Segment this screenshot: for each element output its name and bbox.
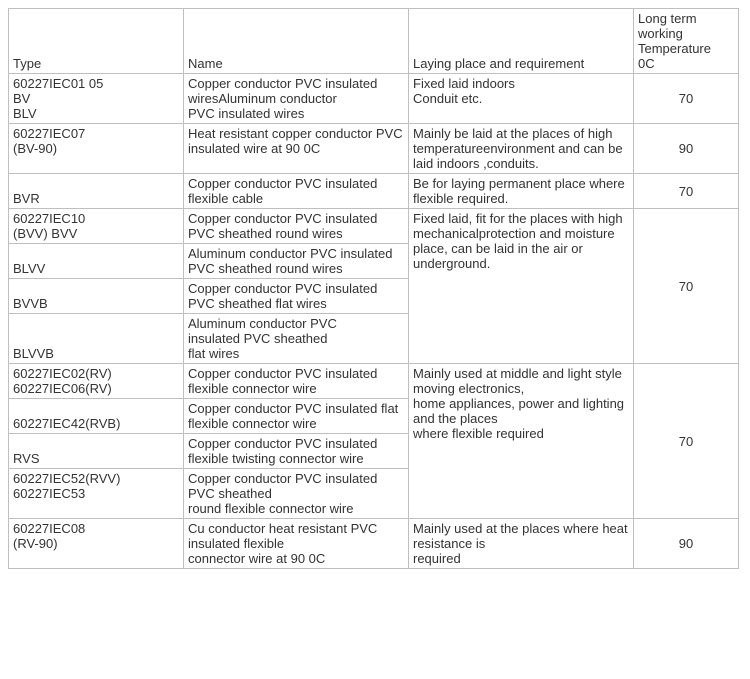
hdr-type: Type bbox=[9, 9, 184, 74]
cell-name: Aluminum conductor PVC insulated PVC she… bbox=[184, 314, 409, 364]
cell-name: Copper conductor PVC insulated PVC sheat… bbox=[184, 279, 409, 314]
hdr-temp: Long term working Temperature 0C bbox=[634, 9, 739, 74]
cell-type: 60227IEC42(RVB) bbox=[9, 399, 184, 434]
cell-temp: 70 bbox=[634, 209, 739, 364]
cell-name: Copper conductor PVC insulated flexible … bbox=[184, 174, 409, 209]
cell-type: 60227IEC02(RV) 60227IEC06(RV) bbox=[9, 364, 184, 399]
hdr-name: Name bbox=[184, 9, 409, 74]
cell-temp: 70 bbox=[634, 74, 739, 124]
table-row: 60227IEC02(RV) 60227IEC06(RV) Copper con… bbox=[9, 364, 739, 399]
cell-temp: 70 bbox=[634, 364, 739, 519]
cell-name: Copper conductor PVC insulated PVC sheat… bbox=[184, 209, 409, 244]
cell-name: Copper conductor PVC insulated flat flex… bbox=[184, 399, 409, 434]
cell-name: Copper conductor PVC insulated flexible … bbox=[184, 434, 409, 469]
cell-temp: 70 bbox=[634, 174, 739, 209]
cell-name: Copper conductor PVC insulated wiresAlum… bbox=[184, 74, 409, 124]
cell-type: BVVB bbox=[9, 279, 184, 314]
table-row: 60227IEC01 05 BV BLV Copper conductor PV… bbox=[9, 74, 739, 124]
cell-name: Copper conductor PVC insulated PVC sheat… bbox=[184, 469, 409, 519]
cell-name: Copper conductor PVC insulated flexible … bbox=[184, 364, 409, 399]
cell-temp: 90 bbox=[634, 124, 739, 174]
cell-lay: Mainly be laid at the places of high tem… bbox=[409, 124, 634, 174]
table-row: 60227IEC08 (RV-90) Cu conductor heat res… bbox=[9, 519, 739, 569]
cell-temp: 90 bbox=[634, 519, 739, 569]
cell-lay: Mainly used at middle and light style mo… bbox=[409, 364, 634, 519]
table-row: 60227IEC07 (BV-90) Heat resistant copper… bbox=[9, 124, 739, 174]
cell-type: RVS bbox=[9, 434, 184, 469]
cell-type: BLVVB bbox=[9, 314, 184, 364]
cell-type: 60227IEC52(RVV) 60227IEC53 bbox=[9, 469, 184, 519]
cell-name: Cu conductor heat resistant PVC insulate… bbox=[184, 519, 409, 569]
table-header-row: Type Name Laying place and requirement L… bbox=[9, 9, 739, 74]
cell-lay: Fixed laid, fit for the places with high… bbox=[409, 209, 634, 364]
hdr-laying: Laying place and requirement bbox=[409, 9, 634, 74]
cell-type: BLVV bbox=[9, 244, 184, 279]
cell-lay: Mainly used at the places where heat res… bbox=[409, 519, 634, 569]
cell-lay: Be for laying permanent place where flex… bbox=[409, 174, 634, 209]
cell-type: BVR bbox=[9, 174, 184, 209]
cell-name: Aluminum conductor PVC insulated PVC she… bbox=[184, 244, 409, 279]
cell-type: 60227IEC08 (RV-90) bbox=[9, 519, 184, 569]
cell-type: 60227IEC01 05 BV BLV bbox=[9, 74, 184, 124]
table-row: 60227IEC10 (BVV) BVV Copper conductor PV… bbox=[9, 209, 739, 244]
cell-type: 60227IEC10 (BVV) BVV bbox=[9, 209, 184, 244]
cell-type: 60227IEC07 (BV-90) bbox=[9, 124, 184, 174]
table-row: BVR Copper conductor PVC insulated flexi… bbox=[9, 174, 739, 209]
cell-lay: Fixed laid indoors Conduit etc. bbox=[409, 74, 634, 124]
cable-spec-table: Type Name Laying place and requirement L… bbox=[8, 8, 739, 569]
cell-name: Heat resistant copper conductor PVC insu… bbox=[184, 124, 409, 174]
